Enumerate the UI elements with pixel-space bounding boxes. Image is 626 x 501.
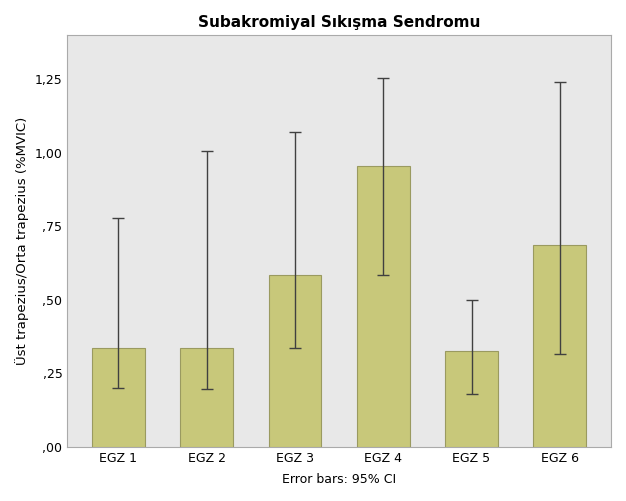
Bar (92, 348, 145, 447)
Title: Subakromiyal Sıkışma Sendromu: Subakromiyal Sıkışma Sendromu (198, 15, 480, 30)
Bar (269, 275, 322, 447)
X-axis label: Error bars: 95% CI: Error bars: 95% CI (282, 473, 396, 486)
Bar (445, 351, 498, 447)
Y-axis label: Üst trapezius/Orta trapezius (%MVIC): Üst trapezius/Orta trapezius (%MVIC) (15, 117, 29, 365)
Bar (533, 245, 587, 447)
Bar (180, 348, 233, 447)
Bar (357, 166, 410, 447)
